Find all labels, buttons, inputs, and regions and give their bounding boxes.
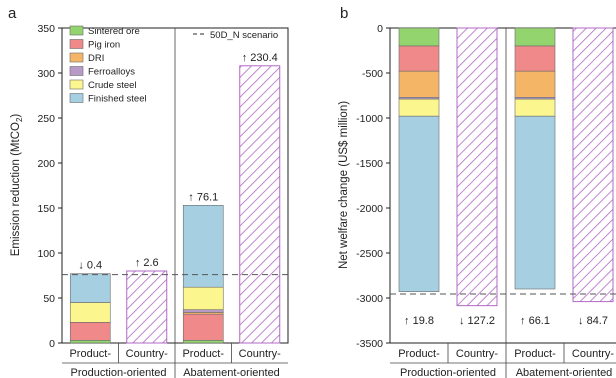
panel-a-y-axis-label: Emission reduction (MtCO2) [10,114,24,257]
x-category-label: Product- [398,348,440,360]
bar-annotation: ↑ 66.1 [520,315,550,327]
bar-segment-crude_steel [514,98,556,117]
y-tick-label: -1500 [356,158,383,170]
x-group-label: Abatement-oriented [183,367,280,378]
panel-b-y-axis-label: Net welfare change (US$ million) [338,101,350,269]
hatched-bar [572,27,614,303]
y-tick-label: -2500 [356,248,383,260]
legend-label: Crude steel [88,80,137,91]
y-tick-label: 0 [377,23,383,35]
x-group-label: Abatement-oriented [516,367,613,378]
legend-label: DRI [88,53,104,64]
x-category-label: Country- [456,348,499,360]
panel-a: a 0 50 100 150 200 250 300 350 ↓ 0.4 ↑ 2.6 ↑ 76.1 ↑… [8,5,289,378]
legend-scenario-label: 50D_N scenario [210,30,278,41]
bar-segment-finished_steel [514,115,556,290]
bar-segment-pig_iron [182,313,224,341]
y-tick-label: 0 [49,338,55,350]
legend-swatch-finished_steel [69,93,84,103]
hatched-bar [239,65,281,344]
bar-segment-crude_steel [69,302,111,323]
panel-b-plot: 0 -500 -1000 -1500 -2000 -2500 -3000 -3500 ↑ 19.… [356,23,616,378]
y-tick-label: -1000 [356,113,383,125]
legend-swatch-crude_steel [69,79,84,90]
y-tick-label: 350 [37,23,55,35]
bar-segment-sintered_ore [69,339,111,344]
bar-annotation: ↑ 19.8 [404,315,434,327]
bar-annotation: ↓ 0.4 [78,260,102,272]
legend-label: Pig iron [88,40,120,51]
bar-segment-finished_steel [398,115,440,292]
legend-swatch-pig_iron [69,39,84,49]
panel-a-plot: 0 50 100 150 200 250 300 350 ↓ 0.4 ↑ 2.6 ↑ 76.1 ↑ 2… [37,23,289,378]
x-category-label: Product- [69,348,111,360]
bar-segment-finished_steel [69,273,111,303]
bar-annotation: ↑ 2.6 [135,257,159,269]
bar-segment-sintered_ore [514,27,556,47]
x-category-label: Product- [514,348,556,360]
y-tick-label: 200 [37,158,55,170]
bar-annotation: ↑ 230.4 [242,52,278,64]
legend-label: Ferroalloys [88,67,135,78]
legend-swatch-sintered_ore [69,25,84,36]
x-group-label: Production-oriented [70,367,166,378]
y-tick-label: 250 [37,113,55,125]
bar-segment-crude_steel [398,98,440,117]
x-category-label: Product- [182,348,224,360]
bar-segment-dri [514,70,556,98]
bar-segment-dri [398,70,440,98]
y-tick-label: 50 [43,293,55,305]
x-category-label: Country- [126,348,169,360]
hatched-bar [126,270,168,344]
x-category-label: Country- [239,348,282,360]
bar-segment-pig_iron [398,45,440,72]
legend-swatch-ferroalloys [69,66,84,76]
y-tick-label: -3500 [356,338,383,350]
y-tick-label: 100 [37,248,55,260]
legend-label: Sintered ore [88,26,140,37]
bar-segment-sintered_ore [398,27,440,47]
bar-annotation: ↓ 84.7 [578,315,608,327]
bar-annotation: ↓ 127.2 [459,315,495,327]
bar-segment-finished_steel [182,205,224,288]
legend-swatch-dri [69,52,84,63]
hatched-bar [456,27,498,307]
bar-segment-pig_iron [514,45,556,72]
y-tick-label: -500 [362,68,383,80]
legend-label: Finished steel [88,94,147,105]
bar-annotation: ↑ 76.1 [188,191,218,203]
y-tick-label: -2000 [356,203,383,215]
panel-b-letter: b [340,5,348,22]
y-tick-label: 300 [37,68,55,80]
bar-segment-crude_steel [182,286,224,311]
y-tick-label: 150 [37,203,55,215]
panel-b: b 0 -500 -1000 -1500 -2000 -2500 -3000 -3500 ↑ 1… [338,5,616,378]
bar-segment-sintered_ore [182,339,224,344]
x-category-label: Country- [572,348,615,360]
bar-segment-ferroalloys [182,309,224,313]
panel-a-letter: a [8,5,17,22]
bar-segment-pig_iron [69,321,111,341]
y-tick-label: -3000 [356,293,383,305]
x-group-label: Production-oriented [400,367,496,378]
